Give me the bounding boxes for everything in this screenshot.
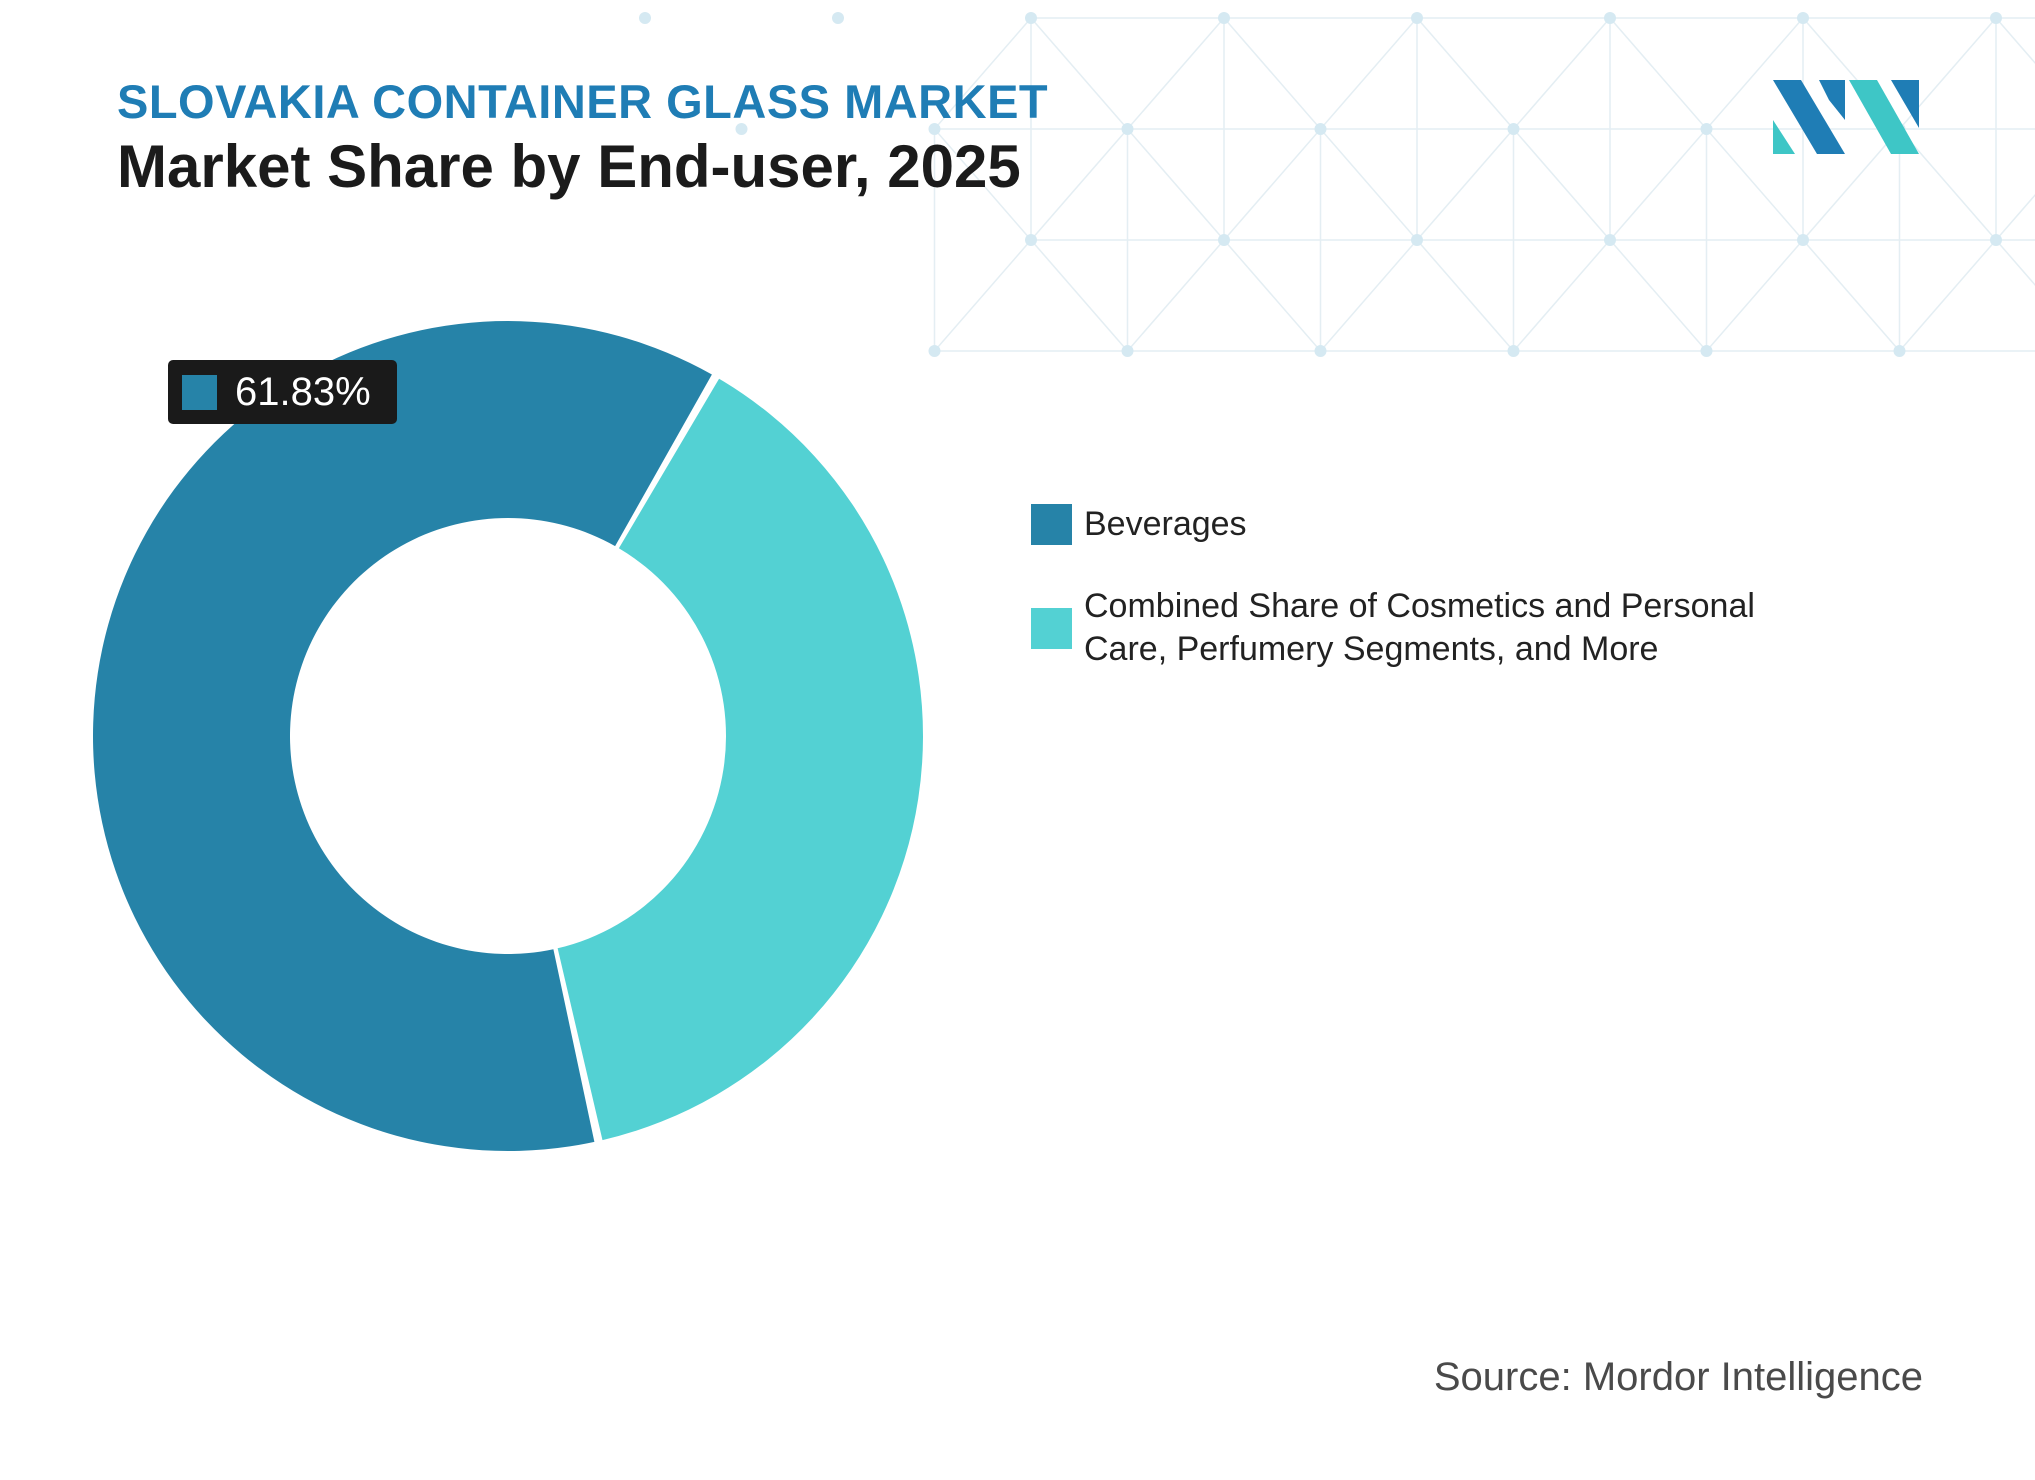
pattern-node — [1700, 123, 1713, 135]
pattern-line — [1705, 239, 1804, 352]
pattern-line — [1126, 17, 1225, 130]
pattern-line — [1416, 128, 1515, 241]
slice-cosmetics — [557, 378, 924, 1141]
pattern-line — [1319, 17, 1418, 130]
pattern-line — [1609, 128, 1708, 241]
pattern-node — [735, 123, 748, 135]
pattern-node — [1218, 12, 1230, 24]
pattern-node — [1025, 12, 1037, 24]
chart-title: Market Share by End-user, 2025 — [117, 133, 1021, 200]
legend-swatch-beverages — [1031, 504, 1072, 545]
donut-chart — [92, 320, 924, 1151]
pattern-line — [1030, 128, 1129, 241]
data-label-value: 61.83% — [235, 369, 371, 414]
pattern-node — [1411, 12, 1423, 24]
pattern-line — [1223, 17, 1322, 130]
pattern-node — [1700, 345, 1713, 357]
pattern-line — [1319, 128, 1418, 241]
pattern-node — [1025, 234, 1037, 246]
pattern-line — [1319, 239, 1418, 352]
pattern-node — [1507, 123, 1520, 135]
pattern-node — [928, 345, 941, 357]
pattern-line — [1705, 128, 1804, 241]
pattern-line — [1030, 17, 1129, 130]
pattern-line — [1126, 239, 1225, 352]
pattern-line — [1705, 17, 1804, 130]
pattern-line — [1609, 239, 1708, 352]
pattern-line — [1898, 239, 1997, 352]
pattern-node — [832, 12, 844, 24]
pattern-line — [933, 239, 1032, 352]
source-note: Source: Mordor Intelligence — [1433, 1355, 1923, 1399]
chart-subtitle: SLOVAKIA CONTAINER GLASS MARKET — [117, 75, 1049, 128]
pattern-node — [1604, 234, 1616, 246]
pattern-node — [1507, 345, 1520, 357]
background-network-pattern — [639, 12, 2035, 357]
pattern-line — [1416, 17, 1515, 130]
legend-swatch-cosmetics — [1031, 607, 1072, 649]
pattern-node — [928, 123, 941, 135]
pattern-line — [1995, 193, 2035, 241]
pattern-line — [1223, 128, 1322, 241]
legend-label-cosmetics: Combined Share of Cosmetics and Personal… — [1084, 587, 1755, 668]
data-label-swatch — [182, 374, 217, 410]
pattern-node — [1411, 234, 1423, 246]
pattern-line — [933, 128, 1032, 241]
pattern-node — [1893, 345, 1906, 357]
pattern-node — [1797, 234, 1809, 246]
pattern-node — [1990, 12, 2002, 24]
slice-beverages — [92, 320, 712, 1151]
pattern-line — [1512, 17, 1611, 130]
legend-item-beverages: Beverages — [1031, 503, 1784, 546]
pattern-line — [1030, 239, 1129, 352]
pattern-node — [1121, 123, 1134, 135]
pattern-node — [639, 12, 651, 24]
data-label-beverages: 61.83% — [168, 360, 397, 424]
legend-item-cosmetics: Combined Share of Cosmetics and Personal… — [1031, 585, 1784, 671]
pattern-line — [1802, 128, 1901, 241]
pattern-node — [1218, 234, 1230, 246]
pattern-line — [1126, 128, 1225, 241]
legend-label-beverages: Beverages — [1084, 505, 1247, 543]
mordor-intelligence-logo — [1773, 80, 1919, 154]
pattern-line — [1416, 239, 1515, 352]
pattern-line — [1223, 239, 1322, 352]
pattern-node — [1604, 12, 1616, 24]
pattern-node — [1121, 345, 1134, 357]
pattern-line — [1512, 239, 1611, 352]
pattern-node — [1314, 345, 1327, 357]
pattern-line — [1512, 128, 1611, 241]
pattern-node — [1797, 12, 1809, 24]
pattern-node — [1314, 123, 1327, 135]
pattern-line — [1802, 239, 1901, 352]
pattern-line — [933, 17, 1032, 130]
pattern-line — [1609, 17, 1708, 130]
pattern-line — [1995, 239, 2035, 287]
pattern-line — [1995, 17, 2035, 65]
pattern-line — [1898, 128, 1997, 241]
pattern-node — [1990, 234, 2002, 246]
